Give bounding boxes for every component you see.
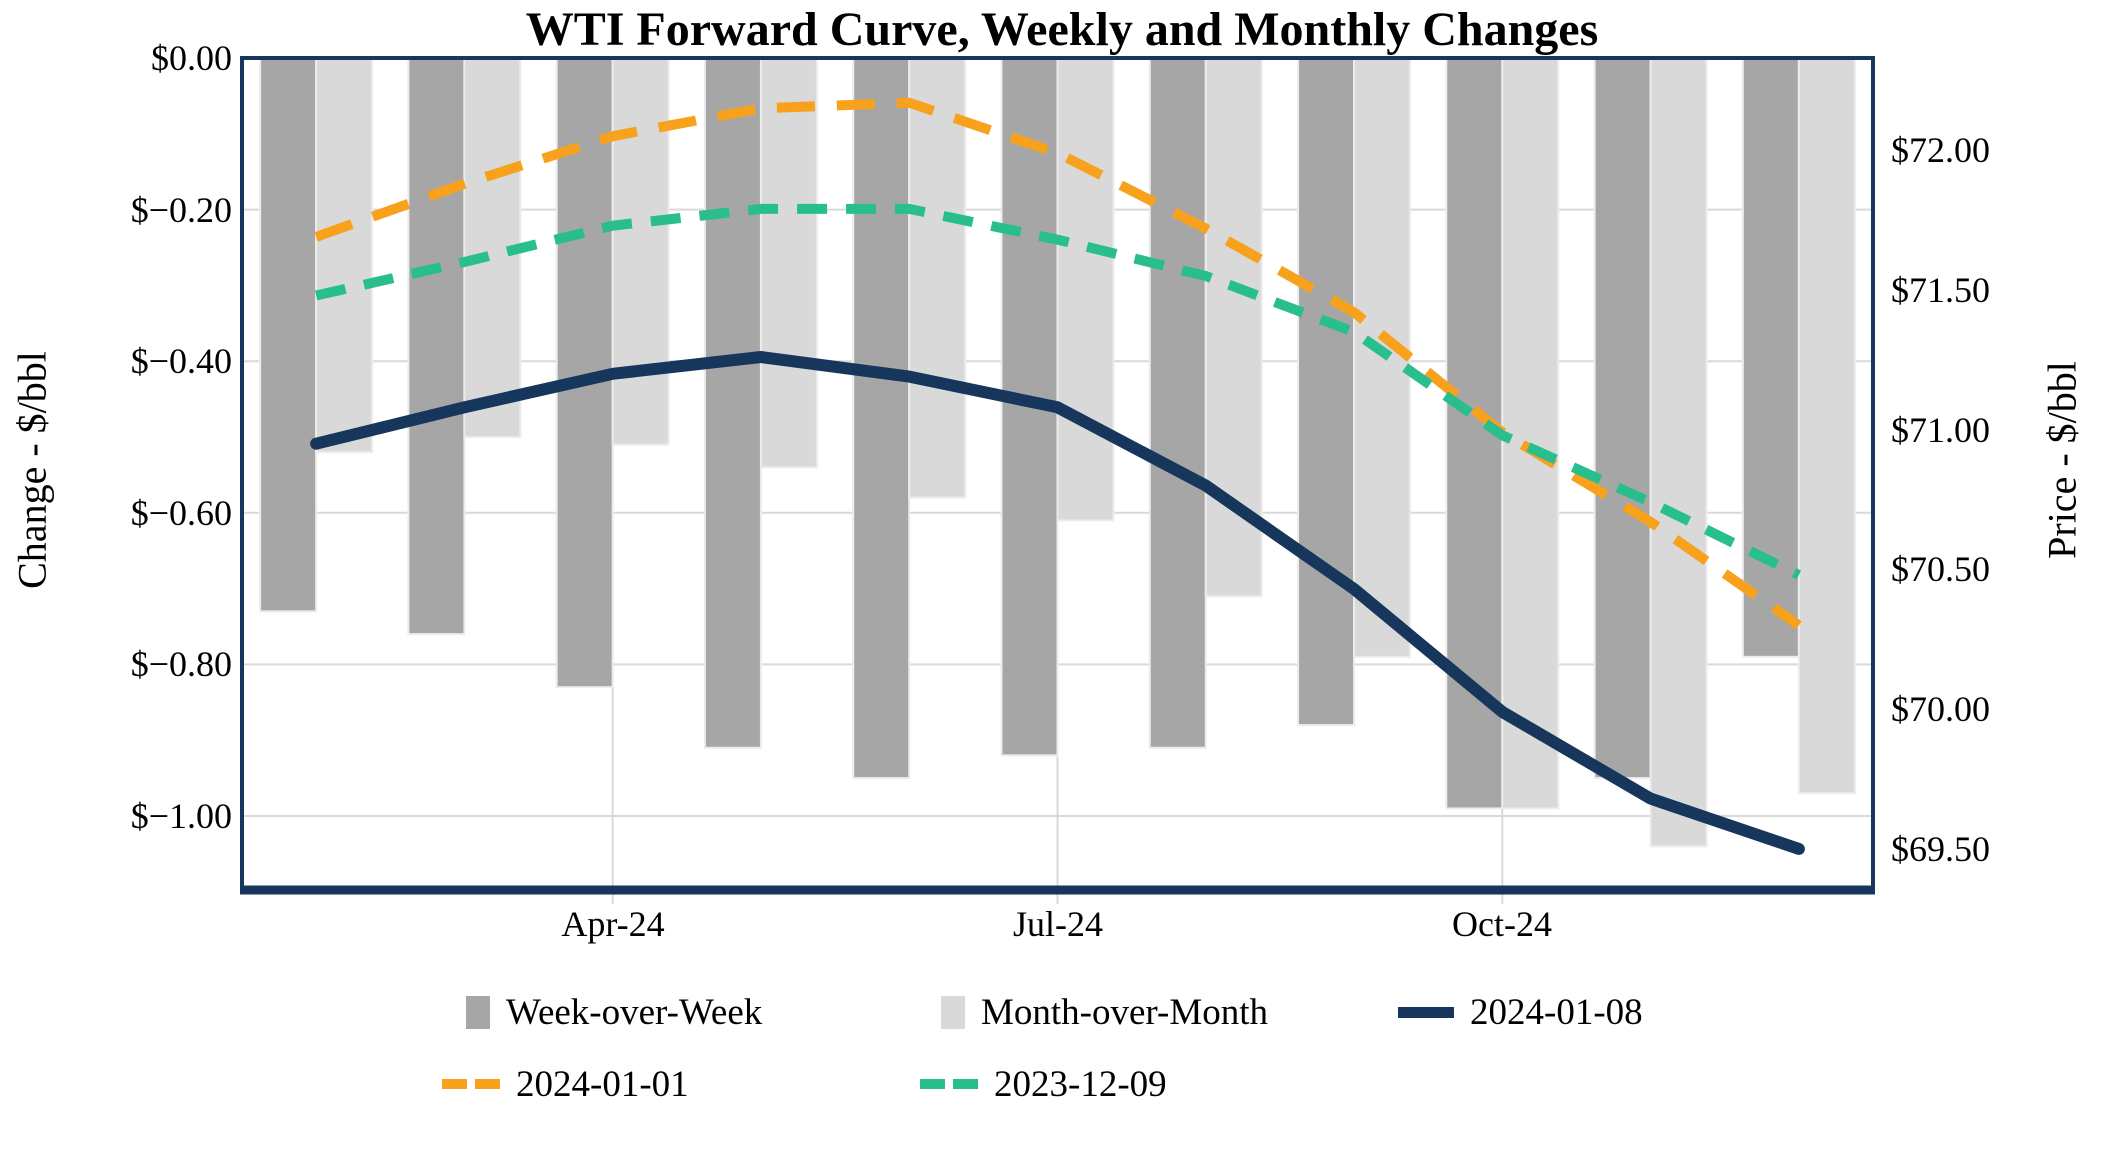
legend-item-2024-01-01: 2024-01-01 <box>442 1060 689 1108</box>
x-axis-tick: Apr-24 <box>561 904 665 944</box>
right-axis-title: Price - $/bbl <box>2039 361 2085 559</box>
left-axis-tick: $−1.00 <box>130 796 232 836</box>
right-axis-tick: $70.00 <box>1891 689 1990 729</box>
left-axis-tick: $−0.20 <box>130 190 232 230</box>
left-axis-tick: $0.00 <box>151 38 232 78</box>
legend-label: 2023-12-09 <box>994 1063 1167 1105</box>
bar-month-over-month <box>1501 57 1560 810</box>
dash-legend-marker-icon <box>920 1079 978 1089</box>
chart-title: WTI Forward Curve, Weekly and Monthly Ch… <box>525 3 1599 56</box>
right-axis-tick: $69.50 <box>1891 829 1990 869</box>
right-axis-tick: $72.00 <box>1891 130 1990 170</box>
x-axis-tick: Oct-24 <box>1452 904 1552 944</box>
bar-week-over-week <box>1297 57 1356 727</box>
bar-month-over-month <box>611 57 670 446</box>
right-axis-tick: $71.50 <box>1891 270 1990 310</box>
line-legend-marker-icon <box>1398 1006 1454 1018</box>
legend-item-2023-12-09: 2023-12-09 <box>920 1060 1167 1108</box>
series-line-2023-12-09 <box>315 203 1802 580</box>
bar-month-over-month <box>908 57 967 499</box>
left-axis-tick: $−0.60 <box>130 493 232 533</box>
bar-month-over-month <box>759 57 818 469</box>
bar-week-over-week <box>1741 57 1800 658</box>
left-axis-tick: $−0.40 <box>130 341 232 381</box>
legend-item-week-over-week: Week-over-Week <box>466 988 762 1036</box>
bar-week-over-week <box>407 57 466 636</box>
bar-legend-marker-icon <box>941 995 965 1029</box>
bar-week-over-week <box>1148 57 1207 749</box>
legend-label: 2024-01-08 <box>1470 991 1643 1033</box>
x-axis-tick: Jul-24 <box>1013 904 1103 944</box>
bar-month-over-month <box>315 57 374 454</box>
dash-legend-marker-icon <box>442 1079 500 1089</box>
legend-item-2024-01-08: 2024-01-08 <box>1398 988 1643 1036</box>
left-axis-title: Change - $/bbl <box>9 351 55 589</box>
bar-month-over-month <box>1797 57 1856 795</box>
bar-month-over-month <box>1056 57 1115 522</box>
legend-label: Month-over-Month <box>981 991 1269 1033</box>
bar-week-over-week <box>703 57 762 749</box>
legend-item-month-over-month: Month-over-Month <box>941 988 1268 1036</box>
bar-week-over-week <box>852 57 911 780</box>
bar-week-over-week <box>259 57 318 613</box>
series-line-2024-01-08 <box>310 351 1805 855</box>
legend-label: Week-over-Week <box>506 991 763 1033</box>
left-axis-tick: $−0.80 <box>130 644 232 684</box>
bar-legend-marker-icon <box>466 995 490 1029</box>
bar-month-over-month <box>1649 57 1708 848</box>
bar-week-over-week <box>1593 57 1652 780</box>
legend-label: 2024-01-01 <box>516 1063 689 1105</box>
right-axis-tick: $70.50 <box>1891 549 1990 589</box>
right-axis-tick: $71.00 <box>1891 410 1990 450</box>
